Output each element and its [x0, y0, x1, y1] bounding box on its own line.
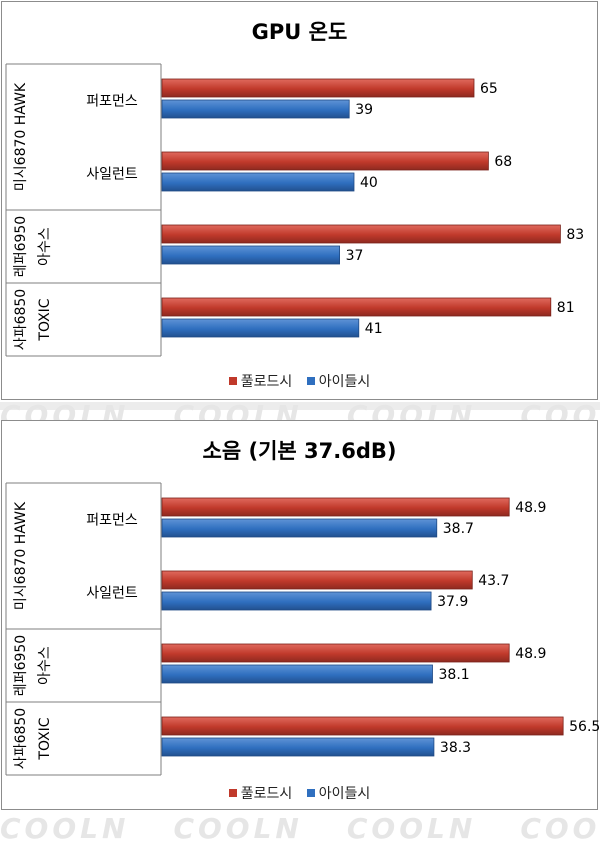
group-label: 미시6870 HAWK — [13, 501, 29, 610]
bar-idle — [161, 518, 438, 538]
bar-full-load — [161, 716, 564, 736]
legend-swatch — [306, 789, 315, 797]
legend-item-full-load: 풀로드시 — [228, 371, 293, 391]
data-label: 81 — [557, 300, 575, 316]
category-label: 사일런트 — [86, 167, 138, 183]
bar-full-load — [161, 151, 489, 171]
legend-label: 아이들시 — [318, 786, 371, 802]
chart-plot: 미시6870 HAWK 퍼포먼스 65 39 사일런트 68 40 레퍼6950 아수스 83 37… — [5, 63, 584, 357]
bar-idle — [161, 318, 360, 338]
data-label: 65 — [480, 81, 498, 97]
data-label: 43.7 — [478, 573, 509, 589]
category-label: TOXIC — [37, 298, 53, 341]
bar-idle — [161, 245, 341, 265]
data-label: 48.9 — [515, 646, 546, 662]
legend-swatch — [306, 377, 315, 385]
legend-item-idle: 아이들시 — [306, 783, 371, 803]
chart-legend: 풀로드시 아이들시 — [2, 783, 597, 803]
bar-idle — [161, 664, 433, 684]
group-label: 레퍼6950 — [13, 635, 29, 696]
bar-full-load — [161, 78, 475, 98]
chart-title: 소음 (기본 37.6dB) — [202, 439, 397, 463]
category-label: 아수스 — [37, 646, 53, 685]
category-label: 아수스 — [37, 227, 53, 266]
chart-plot: 미시6870 HAWK 퍼포먼스 48.9 38.7 사일런트 43.7 37.9 레퍼695… — [5, 482, 599, 776]
data-label: 38.7 — [443, 521, 474, 537]
legend-label: 풀로드시 — [240, 374, 293, 390]
watermark: COOLNCOOLNCOOLNCOOLN — [0, 812, 600, 845]
data-label: 38.1 — [439, 667, 470, 683]
data-label: 37 — [346, 248, 364, 264]
data-label: 40 — [360, 175, 378, 191]
category-label: 퍼포먼스 — [86, 94, 138, 110]
bar-idle — [161, 591, 432, 611]
data-label: 37.9 — [437, 594, 468, 610]
category-label: TOXIC — [37, 717, 53, 760]
bar-idle — [161, 99, 350, 119]
bar-full-load — [161, 570, 473, 590]
bar-full-load — [161, 643, 510, 663]
group-label: 사파6850 — [13, 289, 29, 350]
bar-full-load — [161, 224, 561, 244]
background-band — [0, 402, 600, 410]
bar-full-load — [161, 497, 510, 517]
group-label: 미시6870 HAWK — [13, 82, 29, 191]
bar-idle — [161, 737, 435, 757]
data-label: 39 — [355, 102, 373, 118]
group-label: 사파6850 — [13, 708, 29, 769]
legend-swatch — [228, 377, 237, 385]
legend-item-idle: 아이들시 — [306, 371, 371, 391]
gpu-temperature-chart: GPU 온도 미시6870 HAWK 퍼포먼스 65 39 사일런트 68 40 레퍼6950… — [1, 1, 598, 400]
legend-item-full-load: 풀로드시 — [228, 783, 293, 803]
legend-swatch — [228, 789, 237, 797]
data-label: 56.5 — [569, 719, 599, 735]
data-label: 41 — [365, 321, 383, 337]
bar-idle — [161, 172, 355, 192]
chart-legend: 풀로드시 아이들시 — [2, 371, 597, 391]
data-label: 38.3 — [440, 740, 471, 756]
legend-label: 아이들시 — [318, 374, 371, 390]
bar-full-load — [161, 297, 552, 317]
noise-chart: 소음 (기본 37.6dB) 미시6870 HAWK 퍼포먼스 48.9 38.7 사일… — [1, 420, 599, 810]
category-label: 퍼포먼스 — [86, 513, 138, 529]
data-label: 68 — [494, 154, 512, 170]
chart-title: GPU 온도 — [251, 20, 348, 44]
category-label: 사일런트 — [86, 586, 138, 602]
group-label: 레퍼6950 — [13, 216, 29, 277]
data-label: 48.9 — [515, 500, 546, 516]
legend-label: 풀로드시 — [240, 786, 293, 802]
data-label: 83 — [566, 227, 584, 243]
